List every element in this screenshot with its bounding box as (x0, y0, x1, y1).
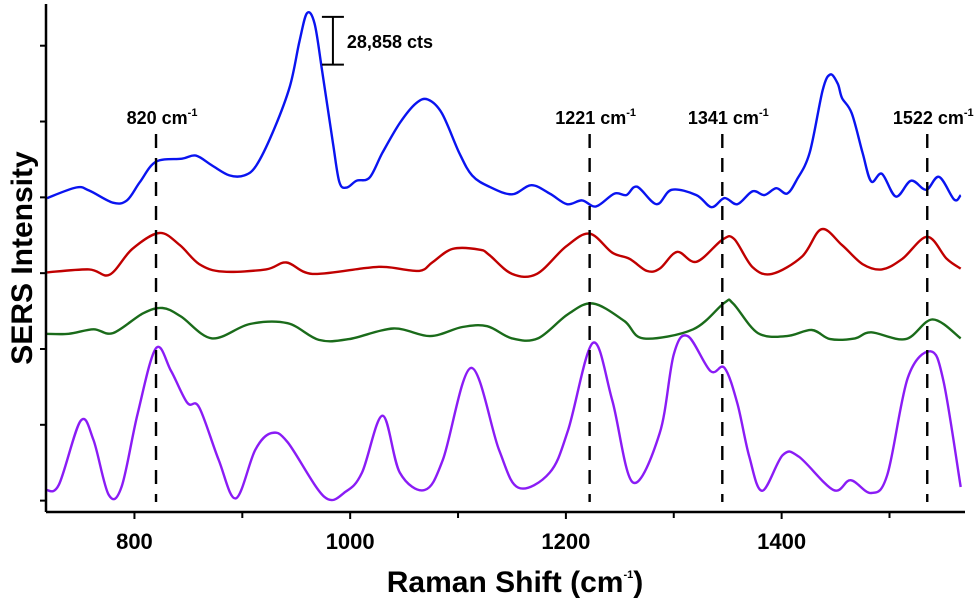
peak-marker-label: 1522 cm-1 (893, 107, 974, 128)
peak-marker-label-text: 1221 cm (555, 108, 626, 128)
x-tick-label: 1400 (757, 529, 806, 554)
peak-marker-label-sup: -1 (188, 107, 198, 119)
x-tick-label: 800 (116, 529, 153, 554)
axes: 800 1000 1200 1400 (40, 4, 965, 554)
x-axis-label-close: ) (633, 566, 643, 599)
spectrum-line-3 (45, 298, 962, 343)
peak-marker-label-sup: -1 (626, 107, 636, 119)
spectrum-line-1 (46, 10, 962, 209)
spectrum-line-4 (45, 334, 962, 502)
y-axis-label: SERS Intensity (6, 151, 39, 365)
peak-markers: 820 cm-1 1221 cm-1 1341 cm-1 1522 cm-128,85… (127, 15, 974, 502)
x-axis-label-sup: -1 (623, 569, 633, 581)
peak-marker-label: 1221 cm-1 (555, 107, 636, 128)
spectrum-line-2 (46, 227, 962, 279)
x-axis-label-main: Raman Shift (cm (387, 566, 624, 599)
x-axis-label: Raman Shift (cm-1) (387, 566, 644, 599)
peak-marker-label-sup: -1 (964, 107, 974, 119)
scale-bar-label: 28,858 cts (347, 32, 433, 52)
peak-marker-label-sup: -1 (759, 107, 769, 119)
peak-marker-label-text: 1341 cm (688, 108, 759, 128)
peak-marker-label: 1341 cm-1 (688, 107, 769, 128)
peak-marker-label-text: 1522 cm (893, 108, 964, 128)
series-layer (45, 10, 962, 502)
peak-marker-label-text: 820 cm (127, 108, 188, 128)
x-tick-label: 1000 (326, 529, 375, 554)
x-tick-label: 1200 (541, 529, 590, 554)
peak-marker-label: 820 cm-1 (127, 107, 198, 128)
